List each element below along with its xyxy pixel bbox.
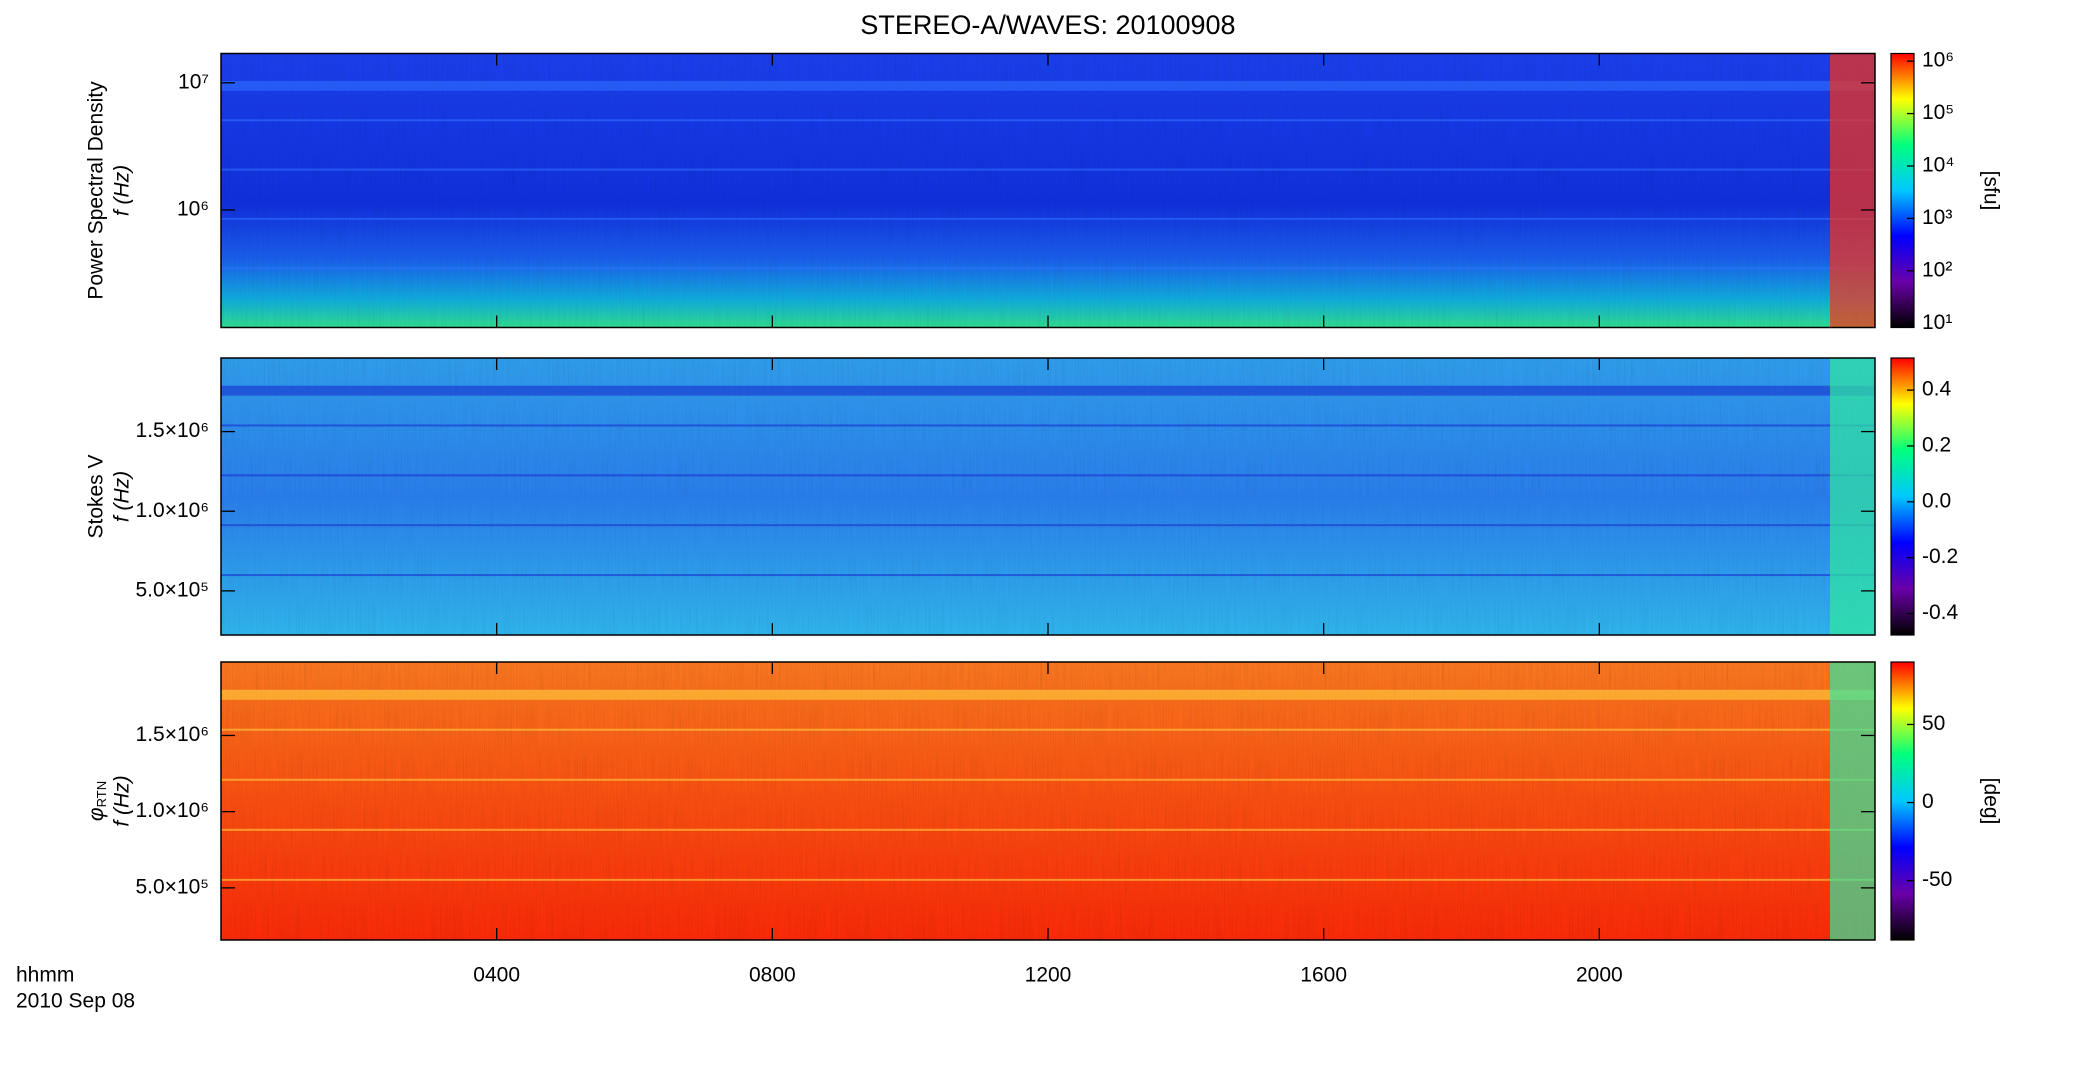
y-axis-label: f (Hz)	[111, 775, 134, 826]
x-tick-label: 0800	[749, 964, 796, 987]
colorbar-tick-label: 0.2	[1922, 434, 1951, 457]
x-tick-label: 1600	[1300, 964, 1347, 987]
colorbar	[1890, 357, 1915, 636]
colorbar-tick-label: 10⁶	[1922, 49, 1954, 72]
colorbar	[1890, 661, 1915, 941]
colorbar-tick-label: -0.2	[1922, 545, 1958, 568]
colorbar-label: [deg]	[1979, 778, 2002, 825]
y-axis-label: Power Spectral Density	[85, 81, 108, 300]
y-tick-label: 5.0×10⁵	[135, 875, 209, 898]
y-axis-subscript: RTN	[94, 781, 109, 807]
spectrogram-band	[221, 217, 1875, 220]
colorbar-tick-label: 10⁵	[1922, 101, 1954, 124]
colorbar-tick-label: 50	[1922, 712, 1945, 735]
spectrogram-band	[221, 474, 1875, 477]
spectrogram-band	[221, 524, 1875, 527]
colorbar-tick-label: 10⁴	[1922, 154, 1954, 177]
colorbar-label: [sfu]	[1979, 171, 2002, 211]
colorbar-tick-label: 0	[1922, 790, 1934, 813]
spectrogram-edge	[1830, 662, 1875, 940]
spectrogram-band	[221, 828, 1875, 831]
spectrogram-band	[221, 385, 1875, 396]
colorbar	[1890, 52, 1915, 329]
spectrogram-band	[221, 424, 1875, 427]
time-label: hhmm	[16, 964, 74, 987]
colorbar-tick-label: 0.4	[1922, 378, 1952, 401]
spectrogram-band	[221, 574, 1875, 577]
spectrogram-band	[221, 168, 1875, 171]
y-tick-label: 1.5×10⁶	[136, 419, 209, 442]
y-tick-label: 5.0×10⁵	[135, 578, 209, 601]
y-axis-label: f (Hz)	[111, 471, 134, 522]
y-axis-label: Stokes V	[85, 454, 108, 538]
spectrogram-band	[221, 119, 1875, 122]
y-axis-symbol: φ	[85, 807, 108, 821]
date-label: 2010 Sep 08	[16, 990, 135, 1013]
chart-title: STEREO-A/WAVES: 20100908	[860, 10, 1235, 40]
colorbar-tick-label: 10²	[1922, 258, 1952, 281]
spectrogram-noise	[221, 53, 1875, 328]
colorbar-tick-label: -0.4	[1922, 601, 1959, 624]
spectrogram-noise	[221, 358, 1875, 635]
spectrogram-band	[221, 728, 1875, 731]
y-tick-label: 1.0×10⁶	[136, 499, 209, 522]
spectrogram-band	[221, 778, 1875, 781]
spectrogram-band	[221, 689, 1875, 700]
x-tick-label: 0400	[473, 964, 520, 987]
spectrogram-band	[221, 267, 1875, 270]
colorbar-tick-label: 0.0	[1922, 489, 1951, 512]
y-tick-label: 10⁷	[178, 70, 209, 93]
spectrogram-edge	[1830, 53, 1875, 328]
spectrogram-band	[221, 878, 1875, 881]
x-tick-label: 1200	[1025, 964, 1072, 987]
spectrogram-noise	[221, 662, 1875, 940]
colorbar-tick-label: 10³	[1922, 206, 1952, 229]
spectrogram-edge	[1830, 358, 1875, 635]
colorbar-tick-label: -50	[1922, 868, 1952, 891]
y-tick-label: 10⁶	[177, 198, 209, 221]
y-tick-label: 1.0×10⁶	[136, 799, 209, 822]
y-tick-label: 1.5×10⁶	[136, 723, 209, 746]
colorbar-tick-label: 10¹	[1922, 311, 1952, 334]
x-tick-label: 2000	[1576, 964, 1623, 987]
spectrogram-band	[221, 80, 1875, 91]
y-axis-label: φRTN	[85, 781, 110, 821]
y-axis-label: f (Hz)	[111, 165, 134, 216]
